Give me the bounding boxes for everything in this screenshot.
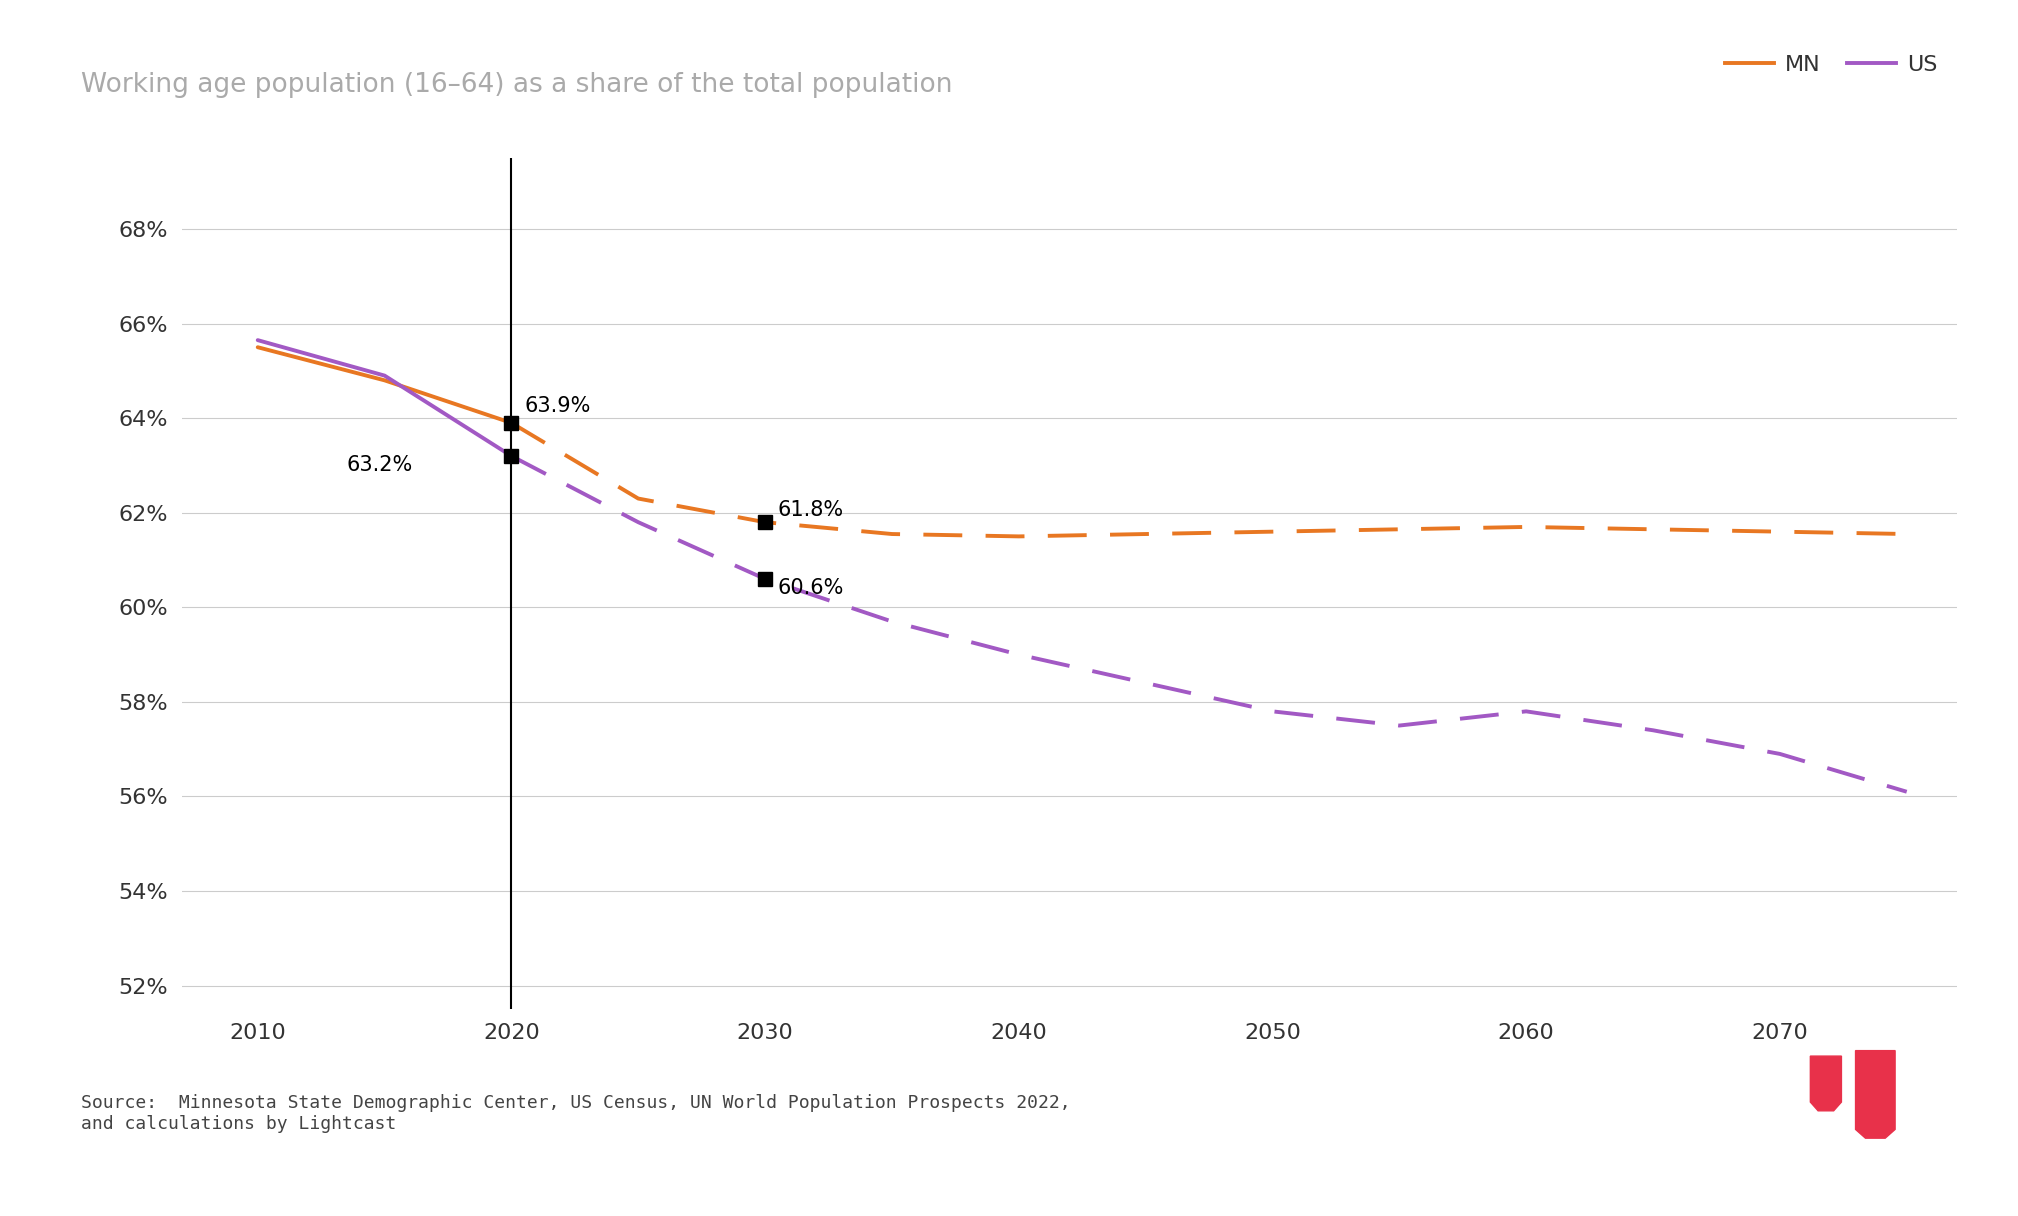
Text: 61.8%: 61.8% <box>777 500 844 520</box>
Text: 60.6%: 60.6% <box>777 579 844 598</box>
Polygon shape <box>1810 1055 1842 1111</box>
Legend: MN, US: MN, US <box>1715 46 1945 84</box>
Text: 63.9%: 63.9% <box>525 396 591 416</box>
Polygon shape <box>1857 1051 1895 1138</box>
Text: Source:  Minnesota State Demographic Center, US Census, UN World Population Pros: Source: Minnesota State Demographic Cent… <box>81 1094 1070 1133</box>
Text: Working age population (16–64) as a share of the total population: Working age population (16–64) as a shar… <box>81 72 952 98</box>
Text: 63.2%: 63.2% <box>347 456 414 475</box>
